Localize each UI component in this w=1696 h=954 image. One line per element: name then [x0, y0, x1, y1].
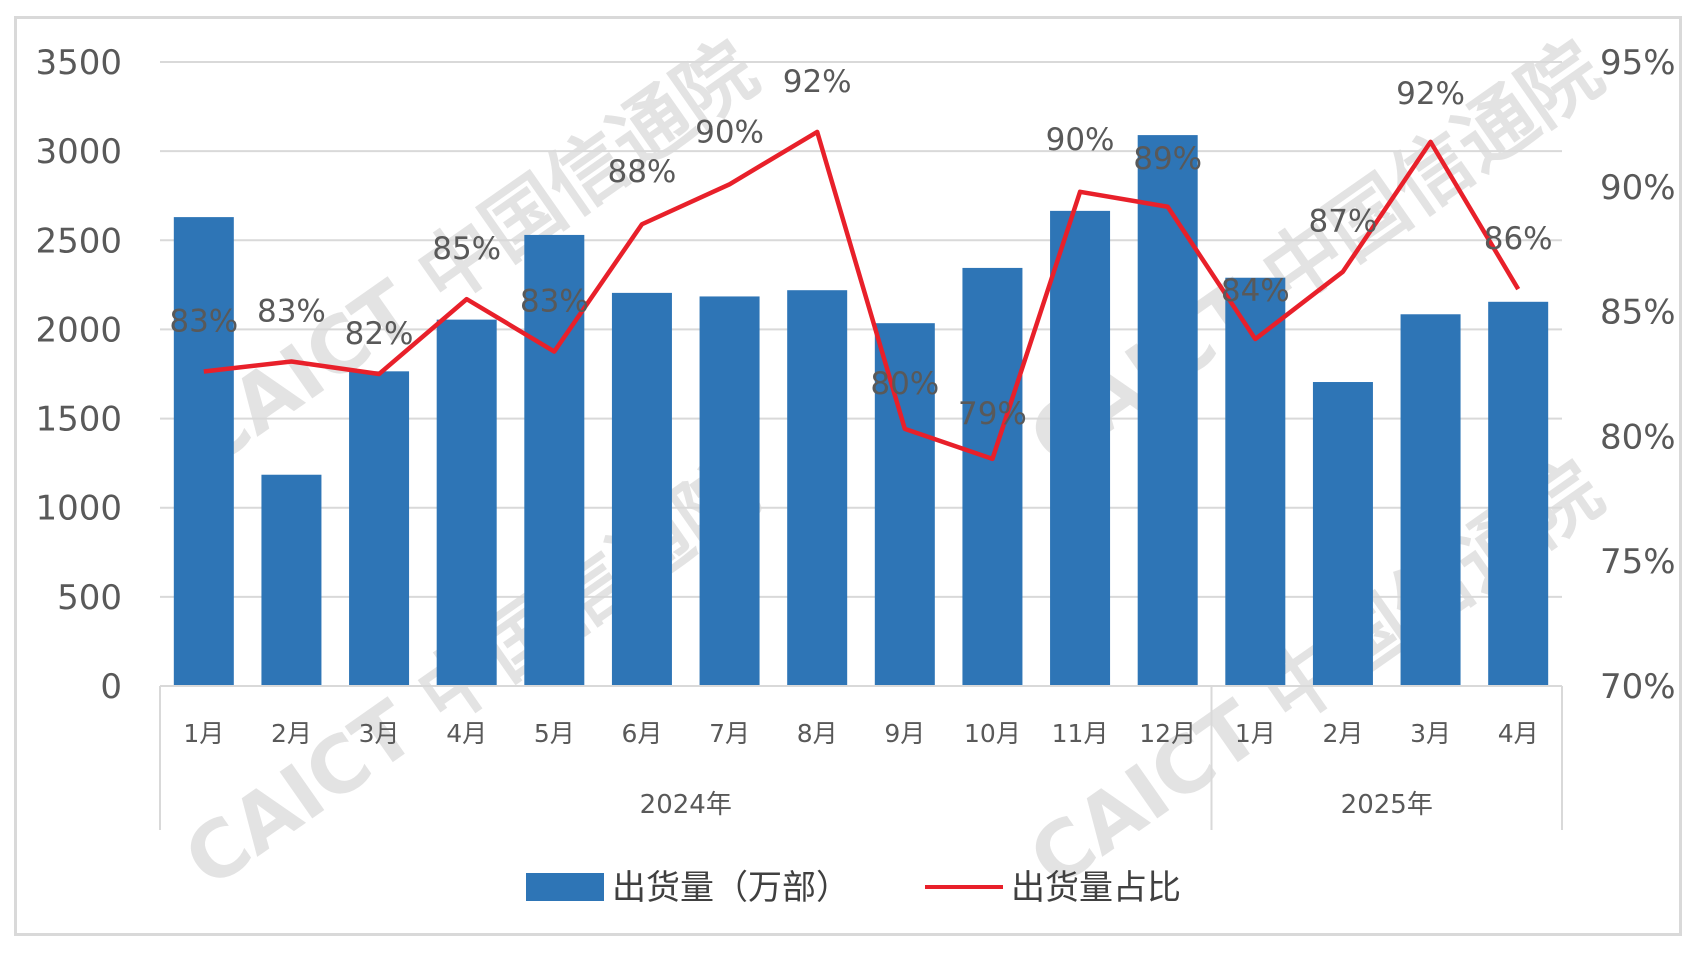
- legend: 出货量（万部） 出货量占比: [526, 868, 1181, 908]
- bar: [611, 292, 672, 686]
- right-axis-tick-label: 70%: [1600, 667, 1676, 707]
- left-axis-tick-label: 3500: [35, 43, 122, 83]
- bar: [787, 290, 848, 686]
- x-axis-tick-label: 1月: [1235, 719, 1276, 748]
- x-axis-tick-label: 2月: [1322, 719, 1363, 748]
- data-label: 86%: [1484, 221, 1553, 257]
- data-label: 87%: [1308, 204, 1377, 240]
- right-axis-tick-label: 75%: [1600, 542, 1676, 582]
- x-axis-tick-label: 9月: [884, 719, 925, 748]
- left-axis-tick-label: 2000: [35, 310, 122, 350]
- bar: [173, 217, 234, 686]
- x-axis-tick-label: 2月: [271, 719, 312, 748]
- bar: [1488, 301, 1549, 686]
- x-axis-tick-label: 8月: [797, 719, 838, 748]
- data-label: 85%: [432, 231, 501, 267]
- data-label: 92%: [783, 64, 852, 100]
- data-label: 80%: [870, 366, 939, 402]
- bar: [349, 371, 410, 686]
- bar-series: [173, 135, 1549, 687]
- data-labels: 83% 83% 82% 85% 83% 88% 90% 92% 80% 79% 90% 89% 84% 8…: [169, 64, 1552, 432]
- x-axis-tick-label: 7月: [709, 719, 750, 748]
- x-axis-tick-label: 6月: [621, 719, 662, 748]
- left-axis-tick-label: 2500: [35, 221, 122, 261]
- data-label: 84%: [1221, 273, 1290, 309]
- data-label: 83%: [169, 304, 238, 340]
- data-label: 82%: [345, 316, 414, 352]
- right-axis-tick-label: 85%: [1600, 293, 1676, 333]
- bar: [261, 474, 322, 686]
- right-axis-tick-label: 90%: [1600, 168, 1676, 208]
- left-axis-tick-label: 0: [100, 667, 122, 707]
- x-axis-tick-label: 3月: [1410, 719, 1451, 748]
- bar: [1312, 382, 1373, 686]
- bar: [1137, 135, 1198, 686]
- data-label: 90%: [1046, 122, 1115, 158]
- legend-swatch-bar: [526, 873, 604, 901]
- data-label: 83%: [520, 284, 589, 320]
- left-y-axis: 0 500 1000 1500 2000 2500 3000 3500: [35, 43, 122, 707]
- bar: [1400, 314, 1461, 686]
- x-axis-tick-label: 10月: [964, 719, 1021, 748]
- x-axis-tick-label: 3月: [359, 719, 400, 748]
- data-label: 88%: [607, 154, 676, 190]
- bar: [524, 234, 585, 687]
- legend-label-line: 出货量占比: [1011, 868, 1181, 908]
- bar: [436, 319, 497, 686]
- x-axis-group-label: 2025年: [1341, 790, 1433, 820]
- left-axis-tick-label: 3000: [35, 132, 122, 172]
- data-label: 79%: [958, 396, 1027, 432]
- x-axis: 1月 2月 3月 4月 5月 6月 7月 8月 9月 10月 11月 12月 1月 2月 3月 4月 2024年…: [159, 685, 1563, 830]
- data-label: 92%: [1396, 76, 1465, 112]
- right-axis-tick-label: 95%: [1600, 43, 1676, 83]
- data-label: 89%: [1133, 141, 1202, 177]
- x-axis-tick-label: 4月: [446, 719, 487, 748]
- left-axis-tick-label: 1000: [35, 489, 122, 529]
- right-axis-tick-label: 80%: [1600, 417, 1676, 457]
- bar: [962, 267, 1023, 686]
- legend-label-bar: 出货量（万部）: [612, 868, 850, 908]
- x-axis-tick-label: 4月: [1498, 719, 1539, 748]
- left-axis-tick-label: 1500: [35, 400, 122, 440]
- data-label: 83%: [257, 294, 326, 330]
- x-axis-tick-label: 12月: [1139, 719, 1196, 748]
- x-axis-tick-label: 11月: [1052, 719, 1109, 748]
- x-axis-tick-label: 1月: [183, 719, 224, 748]
- left-axis-tick-label: 500: [57, 578, 122, 618]
- x-axis-group-label: 2024年: [640, 790, 732, 820]
- bar: [699, 296, 760, 686]
- ratio-line: [203, 129, 1521, 462]
- right-y-axis: 70% 75% 80% 85% 90% 95%: [1600, 43, 1676, 707]
- bar: [874, 323, 935, 686]
- line-series: [203, 129, 1521, 462]
- bar: [1050, 210, 1111, 686]
- data-label: 90%: [695, 114, 764, 150]
- bar: [1225, 277, 1286, 686]
- x-axis-tick-label: 5月: [534, 719, 575, 748]
